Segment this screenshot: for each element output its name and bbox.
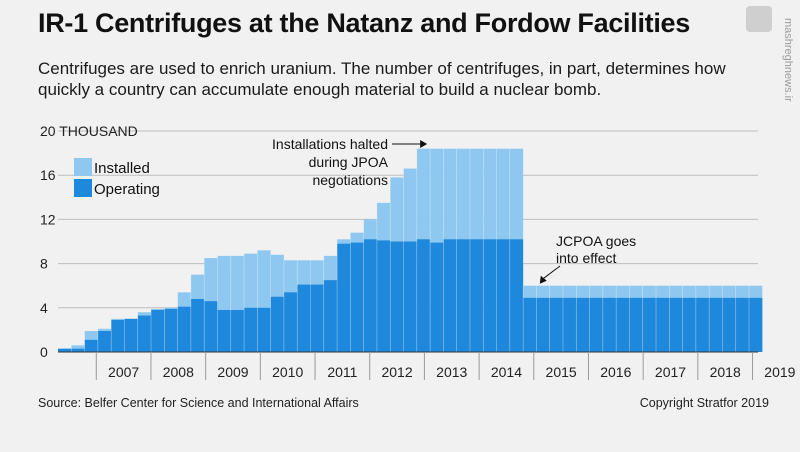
operating-bar (722, 297, 736, 352)
operating-bar (496, 239, 510, 352)
operating-bar (549, 297, 563, 352)
y-tick-label: 12 (40, 211, 56, 227)
operating-bar (84, 339, 98, 352)
legend-label: Installed (94, 160, 150, 177)
operating-bar (71, 348, 85, 352)
operating-bar (137, 315, 152, 352)
operating-bar (469, 239, 484, 352)
operating-bar (310, 284, 324, 352)
operating-bar (695, 297, 710, 352)
operating-bar (190, 298, 205, 352)
operating-bar (337, 243, 351, 352)
operating-bar (749, 297, 763, 352)
operating-bar (616, 297, 630, 352)
annotation-text: JCPOA goes (556, 233, 636, 249)
operating-bar (350, 242, 364, 352)
operating-bar (536, 297, 550, 352)
x-tick-label: 2010 (272, 364, 303, 380)
operating-bar (244, 307, 258, 352)
chart-subtitle: Centrifuges are used to enrich uranium. … (38, 59, 726, 99)
operating-bar (97, 331, 112, 352)
y-tick-label: 8 (40, 256, 48, 272)
x-tick-label: 2007 (108, 364, 139, 380)
operating-bar (682, 297, 696, 352)
source-note: Source: Belfer Center for Science and In… (38, 396, 359, 410)
bars-layer (58, 148, 763, 352)
operating-bar (629, 297, 643, 352)
operating-bar (164, 308, 178, 352)
operating-bar (58, 348, 72, 352)
x-tick-label: 2011 (327, 364, 357, 380)
operating-bar (656, 297, 670, 352)
operating-bar (177, 306, 191, 352)
operating-bar (363, 239, 377, 352)
legend-label: Operating (94, 181, 160, 198)
y-tick-label: 0 (40, 344, 48, 360)
operating-bar (283, 292, 298, 352)
y-tick-label: 16 (40, 167, 56, 183)
operating-bar (642, 297, 657, 352)
operating-bar (124, 318, 138, 352)
operating-bar (204, 301, 218, 352)
operating-bar (735, 297, 750, 352)
chart-title: IR-1 Centrifuges at the Natanz and Fordo… (38, 8, 690, 38)
operating-bar (323, 280, 338, 352)
annotation-text: into effect (556, 250, 617, 266)
operating-bar (523, 297, 537, 352)
operating-bar (430, 242, 444, 352)
operating-bar (111, 319, 125, 352)
operating-bar (376, 240, 391, 352)
legend-swatch (74, 158, 92, 176)
x-tick-label: 2012 (381, 364, 412, 380)
annotation-text: Installations halted (272, 136, 388, 152)
x-tick-label: 2014 (491, 364, 522, 380)
operating-bar (562, 297, 577, 352)
x-tick-label: 2009 (217, 364, 248, 380)
operating-bar (257, 307, 271, 352)
watermark-text: mashreghnews.ir (782, 18, 794, 102)
y-tick-label: 20 THOUSAND (40, 123, 138, 139)
annotations: Installations halted during JPOA negotiati… (272, 136, 636, 284)
axis-layer: 0 4 8 12 16 20 THOUSAND 2007 2008 2009 2010 2011 20… (40, 123, 796, 380)
operating-bar (443, 239, 457, 352)
annotation-text: during JPOA (309, 154, 389, 170)
x-tick-label: 2018 (710, 364, 741, 380)
x-tick-label: 2019 (764, 364, 795, 380)
operating-bar (509, 239, 524, 352)
operating-bar (390, 241, 404, 352)
operating-bar (403, 241, 417, 352)
operating-bar (669, 297, 683, 352)
legend-swatch (74, 179, 92, 197)
legend: Installed Operating (74, 158, 160, 198)
operating-bar (416, 239, 431, 352)
operating-bar (151, 310, 165, 352)
x-tick-label: 2013 (436, 364, 467, 380)
operating-bar (456, 239, 470, 352)
operating-bar (602, 297, 617, 352)
operating-bar (483, 239, 497, 352)
annotation-text: negotiations (312, 172, 388, 188)
operating-bar (709, 297, 723, 352)
operating-bar (270, 296, 284, 352)
annotation-leader (541, 265, 561, 281)
operating-bar (589, 297, 603, 352)
x-tick-label: 2016 (600, 364, 631, 380)
y-tick-label: 4 (40, 300, 48, 316)
operating-bar (217, 310, 231, 352)
x-tick-label: 2008 (163, 364, 194, 380)
operating-bar (576, 297, 590, 352)
annotation-arrowhead (539, 275, 547, 284)
copyright-note: Copyright Stratfor 2019 (639, 396, 769, 410)
watermark-logo (746, 6, 772, 32)
x-tick-label: 2017 (655, 364, 686, 380)
annotation-arrowhead (420, 140, 428, 148)
operating-bar (297, 284, 311, 352)
operating-bar (230, 310, 245, 352)
x-tick-label: 2015 (546, 364, 577, 380)
